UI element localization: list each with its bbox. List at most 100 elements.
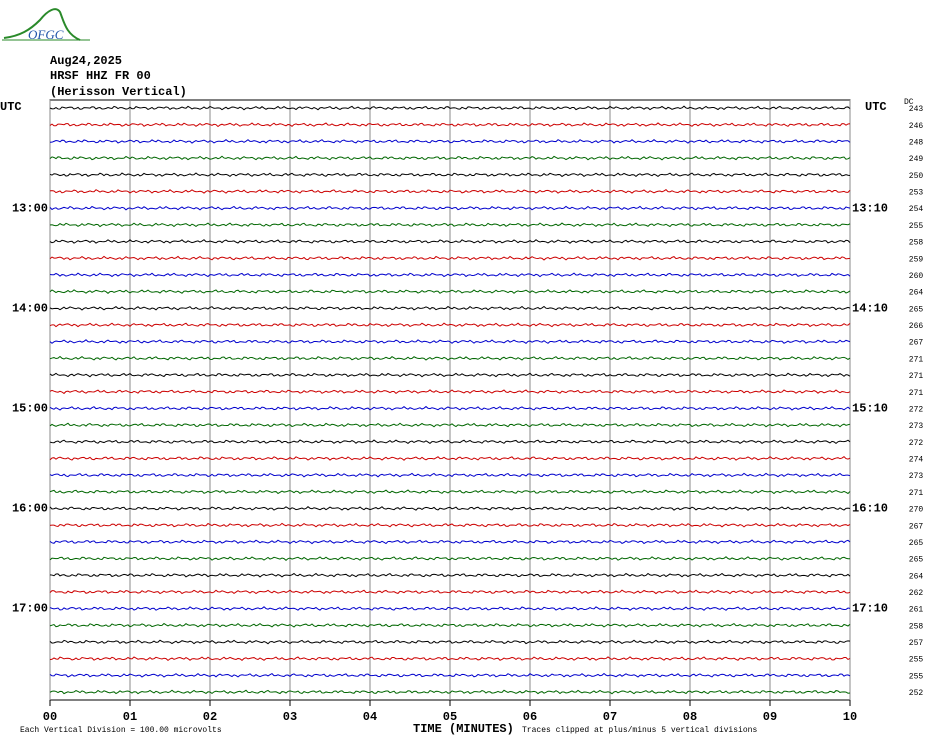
- dc-value: 273: [909, 422, 924, 431]
- station: HRSF HHZ FR 00: [50, 69, 151, 83]
- right-time-label: 17:10: [852, 602, 888, 616]
- right-time-label: 14:10: [852, 301, 888, 315]
- trace: [49, 422, 851, 428]
- dc-label: DC: [904, 98, 914, 107]
- dc-value: 274: [909, 456, 924, 465]
- dc-value: 265: [909, 556, 924, 565]
- trace: [49, 289, 851, 294]
- trace: [49, 539, 851, 545]
- trace: [49, 439, 851, 445]
- trace: [49, 606, 851, 611]
- x-tick-label: 10: [843, 710, 857, 724]
- dc-value: 258: [909, 239, 924, 248]
- trace: [49, 205, 851, 211]
- dc-value: 267: [909, 522, 924, 531]
- trace: [49, 239, 851, 244]
- dc-value: 272: [909, 405, 924, 414]
- dc-value: 264: [909, 289, 924, 298]
- dc-value: 267: [909, 339, 924, 348]
- right-time-label: 15:10: [852, 402, 888, 416]
- dc-value: 250: [909, 172, 924, 181]
- dc-value: 266: [909, 322, 924, 331]
- x-tick-label: 01: [123, 710, 137, 724]
- trace: [49, 472, 851, 478]
- trace: [49, 189, 851, 194]
- dc-value: 246: [909, 122, 924, 131]
- trace: [49, 105, 851, 111]
- dc-value: 254: [909, 205, 924, 214]
- trace: [49, 172, 851, 178]
- trace: [49, 405, 851, 411]
- dc-value: 272: [909, 439, 924, 448]
- trace: [49, 155, 851, 161]
- dc-value: 252: [909, 689, 924, 698]
- x-tick-label: 08: [683, 710, 697, 724]
- dc-value: 257: [909, 639, 924, 648]
- trace: [49, 139, 851, 144]
- trace: [49, 355, 851, 361]
- dc-value: 248: [909, 138, 924, 147]
- trace: [49, 572, 851, 578]
- dc-value: 271: [909, 372, 924, 381]
- dc-value: 271: [909, 355, 924, 364]
- dc-value: 255: [909, 672, 924, 681]
- trace: [49, 272, 851, 278]
- dc-value: 273: [909, 472, 924, 481]
- dc-value: 261: [909, 606, 924, 615]
- trace: [49, 339, 851, 344]
- dc-value: 264: [909, 572, 924, 581]
- trace: [49, 322, 851, 328]
- x-tick-label: 07: [603, 710, 617, 724]
- logo-curve: [3, 8, 81, 41]
- dc-value: 262: [909, 589, 924, 598]
- dc-value: 265: [909, 539, 924, 548]
- trace: [49, 255, 851, 261]
- left-axis-label: UTC: [0, 100, 22, 114]
- trace: [49, 222, 851, 228]
- x-tick-label: 00: [43, 710, 57, 724]
- trace: [49, 389, 851, 395]
- x-tick-label: 03: [283, 710, 297, 724]
- trace: [49, 122, 851, 128]
- dc-value: 271: [909, 489, 924, 498]
- left-time-label: 14:00: [12, 301, 48, 315]
- x-tick-label: 04: [363, 710, 377, 724]
- left-time-label: 13:00: [12, 201, 48, 215]
- dc-value: 253: [909, 189, 924, 198]
- dc-value: 255: [909, 656, 924, 665]
- dc-value: 249: [909, 155, 924, 164]
- dc-value: 265: [909, 305, 924, 314]
- trace: [49, 672, 851, 678]
- trace: [49, 522, 851, 528]
- footer-left: Each Vertical Division = 100.00 microvol…: [20, 726, 222, 735]
- dc-value: 258: [909, 622, 924, 631]
- trace: [49, 656, 851, 662]
- dc-value: 243: [909, 105, 924, 114]
- right-time-label: 16:10: [852, 502, 888, 516]
- trace: [49, 305, 851, 311]
- right-axis-label: UTC: [865, 100, 887, 114]
- trace: [49, 372, 851, 378]
- left-time-label: 15:00: [12, 402, 48, 416]
- trace: [49, 455, 851, 461]
- dc-value: 271: [909, 389, 924, 398]
- x-tick-label: 02: [203, 710, 217, 724]
- x-tick-label: 09: [763, 710, 777, 724]
- trace: [49, 556, 851, 561]
- dc-value: 260: [909, 272, 924, 281]
- trace: [49, 589, 851, 595]
- title: (Herisson Vertical): [50, 85, 187, 99]
- trace: [49, 489, 851, 495]
- trace: [49, 622, 851, 628]
- trace: [49, 639, 851, 645]
- x-tick-label: 05: [443, 710, 457, 724]
- x-axis-label: TIME (MINUTES): [413, 722, 514, 736]
- dc-value: 270: [909, 506, 924, 515]
- trace: [49, 506, 851, 511]
- x-tick-label: 06: [523, 710, 537, 724]
- trace: [49, 689, 851, 695]
- right-time-label: 13:10: [852, 201, 888, 215]
- dc-value: 259: [909, 255, 924, 264]
